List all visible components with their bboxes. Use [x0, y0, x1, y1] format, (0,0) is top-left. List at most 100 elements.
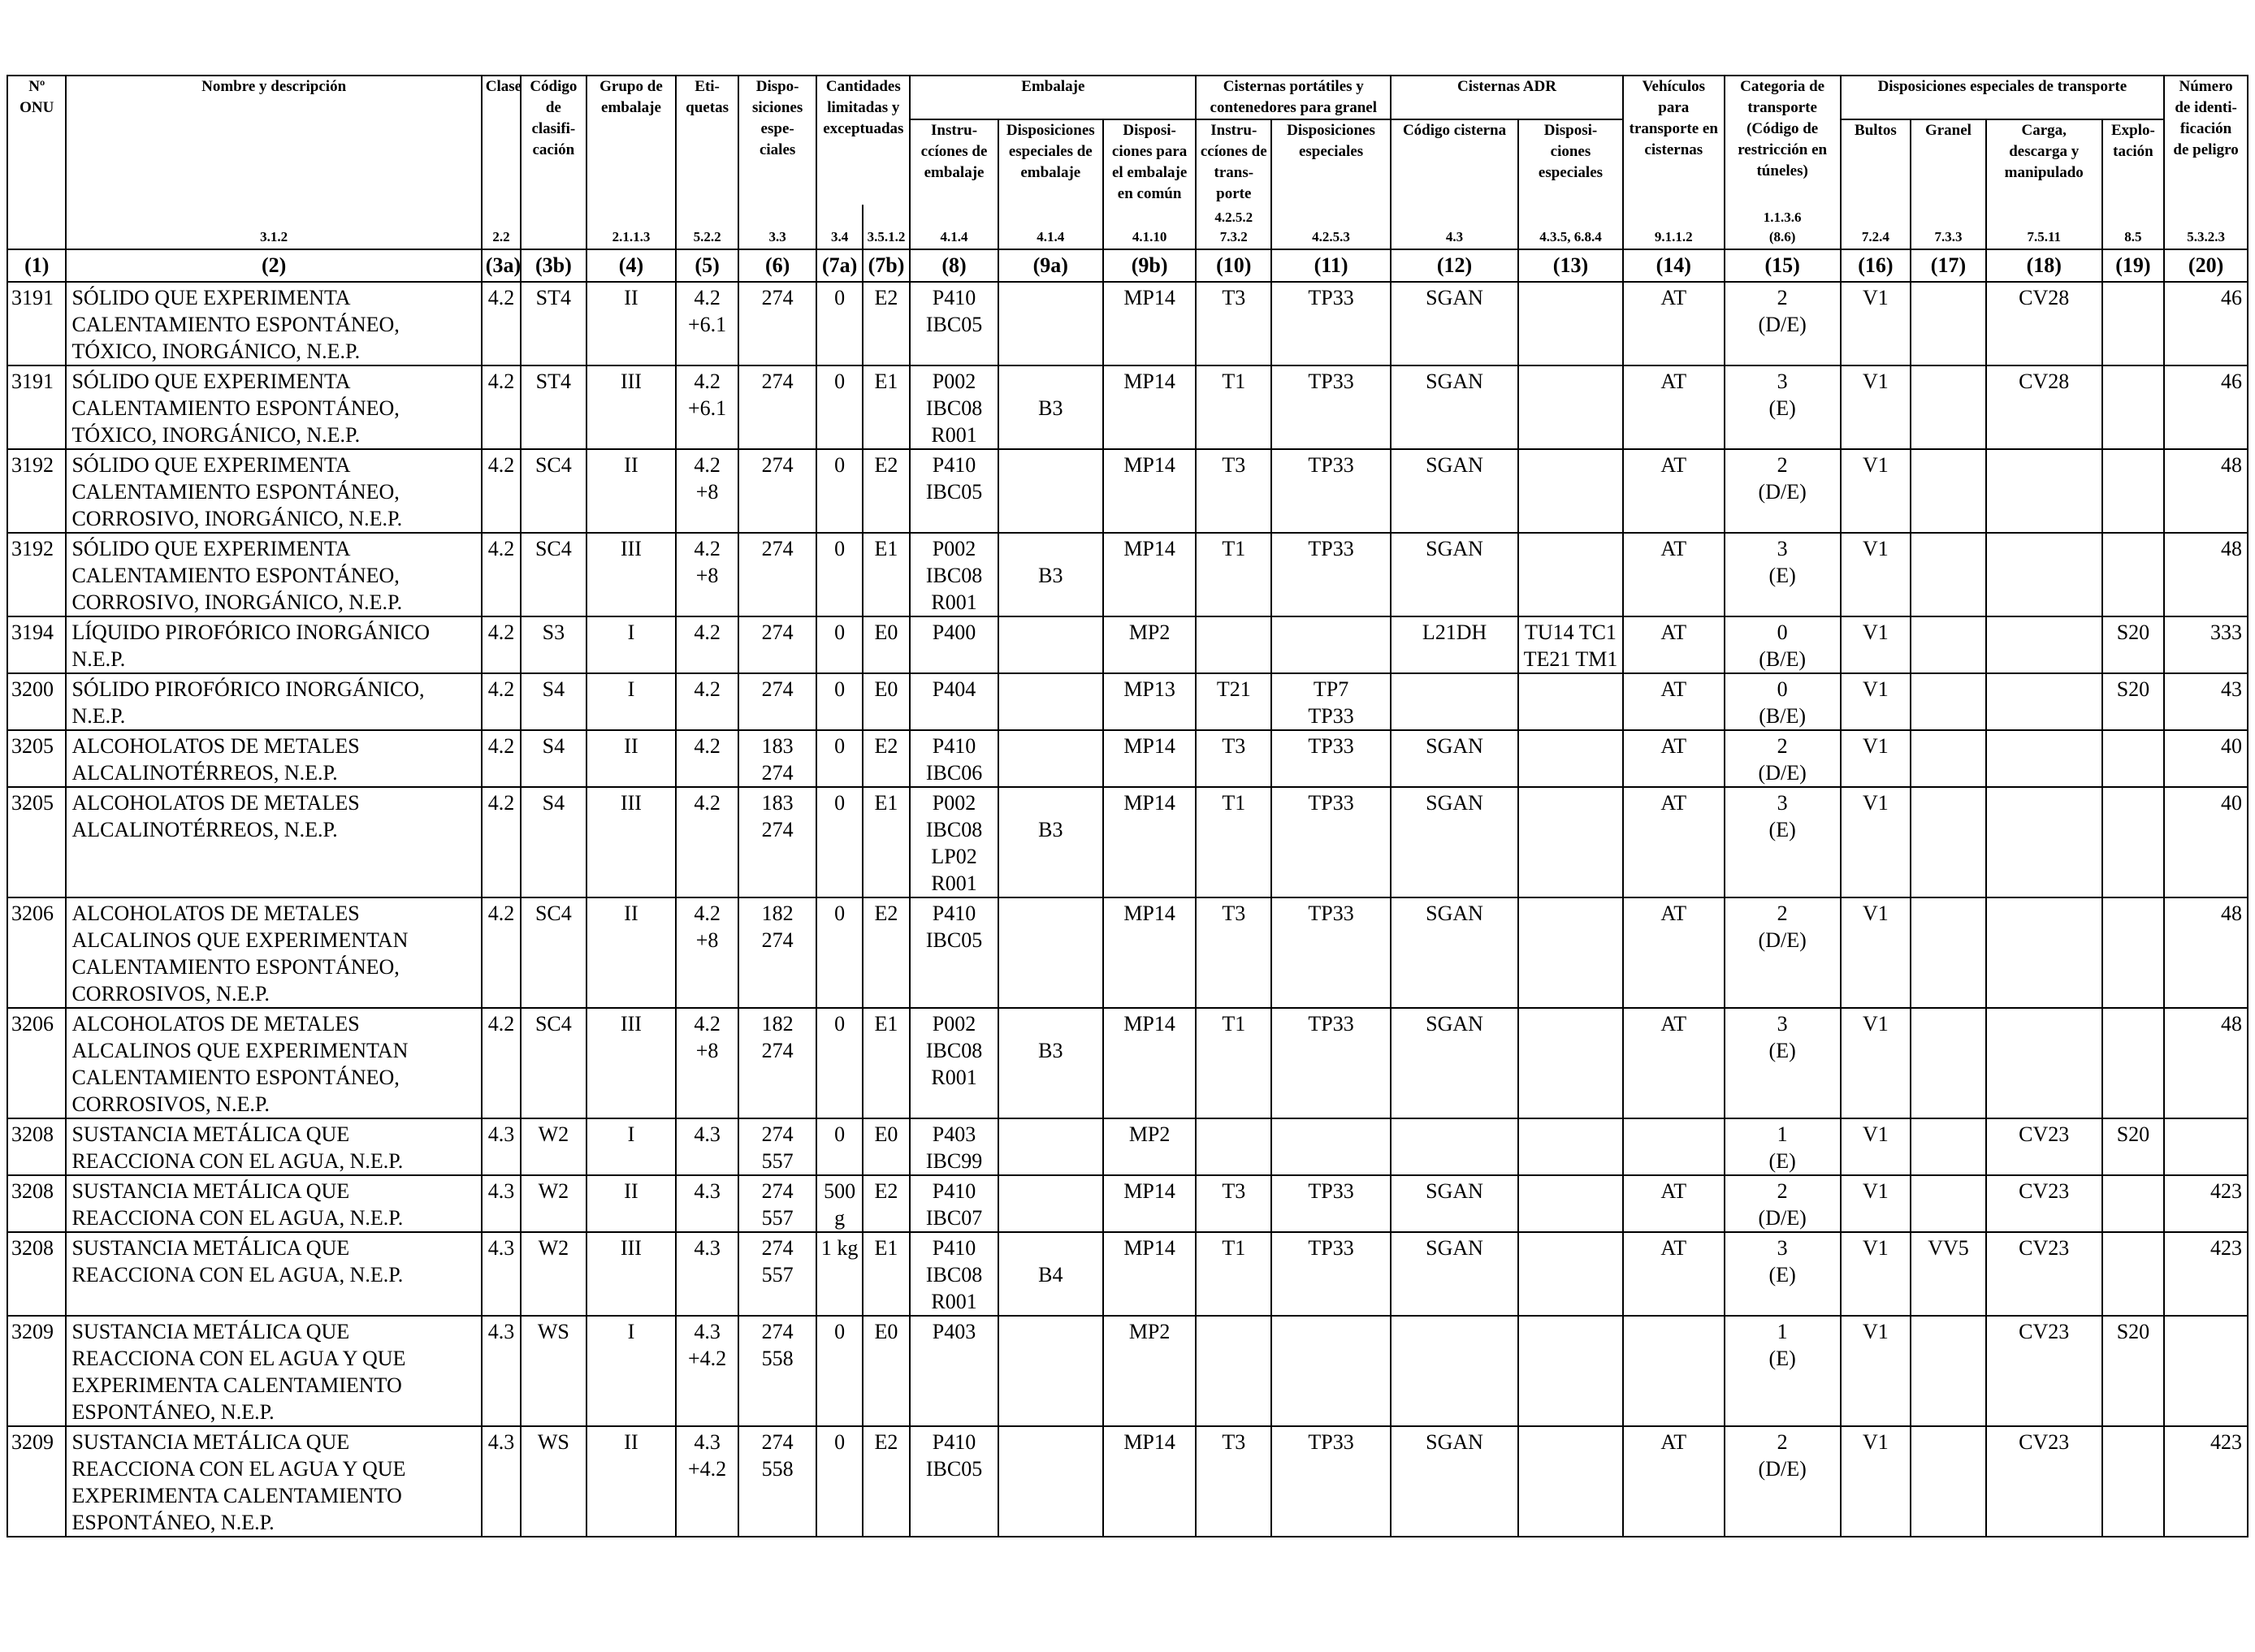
- cell-operation: [2101, 365, 2166, 450]
- cell-name-description: SUSTANCIA METÁLICA QUE REACCIONA CON EL …: [65, 1118, 483, 1176]
- cell-tank-special-provisions: [1270, 1118, 1392, 1176]
- cell-packing-group: III: [585, 365, 677, 450]
- reference-cell: 2.1.1.3: [585, 205, 677, 250]
- cell-packages: V1: [1839, 1425, 1912, 1537]
- cell-transport-category: 0 (B/E): [1723, 616, 1842, 674]
- cell-name-description: SUSTANCIA METÁLICA QUE REACCIONA CON EL …: [65, 1231, 483, 1317]
- cell-adr-special-provisions: [1517, 1425, 1624, 1537]
- cell-packing-special-provisions: B4: [997, 1231, 1104, 1317]
- cell-labels: 4.2 +8: [675, 897, 739, 1009]
- cell-special-provisions: 274 558: [737, 1425, 818, 1537]
- cell-operation: [2101, 1231, 2166, 1317]
- cell-packing-special-provisions: [997, 729, 1104, 788]
- table-row: 3191 SÓLIDO QUE EXPERIMENTA CALENTAMIENTO…: [6, 365, 2249, 450]
- cell-loading-handling: CV28: [1984, 281, 2103, 366]
- cell-limited-quantity: 0: [816, 1425, 863, 1537]
- column-number: (5): [675, 249, 739, 283]
- cell-tank-code: SGAN: [1390, 448, 1520, 534]
- header-name-description: Nombre y descripción: [65, 75, 483, 205]
- cell-tank-code: L21DH: [1390, 616, 1520, 674]
- cell-packing-instructions: P002 IBC08 LP02 R001: [909, 786, 999, 898]
- cell-packages: V1: [1839, 365, 1912, 450]
- cell-class: 4.2: [480, 1007, 522, 1119]
- cell-special-provisions: 274 557: [737, 1118, 818, 1176]
- cell-special-provisions: 274 558: [737, 1315, 818, 1427]
- cell-excepted-quantity: E1: [861, 786, 911, 898]
- cell-hazard-id-number: 43: [2163, 672, 2249, 731]
- cell-class: 4.2: [480, 897, 522, 1009]
- cell-packing-instructions: P002 IBC08 R001: [909, 532, 999, 617]
- cell-labels: 4.3: [675, 1118, 739, 1176]
- cell-hazard-id-number: 48: [2163, 897, 2249, 1009]
- header-classification-code: Código de clasifi- cación: [520, 75, 587, 205]
- cell-packing-group: II: [585, 281, 677, 366]
- cell-limited-quantity: 0: [816, 672, 863, 731]
- cell-excepted-quantity: E2: [861, 448, 911, 534]
- cell-classification-code: WS: [520, 1315, 587, 1427]
- reference-cell: 3.3: [737, 205, 818, 250]
- cell-name-description: SÓLIDO QUE EXPERIMENTA CALENTAMIENTO ESP…: [65, 532, 483, 617]
- cell-bulk: [1910, 897, 1987, 1009]
- cell-operation: [2101, 897, 2166, 1009]
- table-row: 3205 ALCOHOLATOS DE METALES ALCALINOTÉRRE…: [6, 786, 2249, 898]
- cell-bulk: [1910, 448, 1987, 534]
- table-row: 3192 SÓLIDO QUE EXPERIMENTA CALENTAMIENTO…: [6, 448, 2249, 534]
- column-number: (10): [1195, 249, 1273, 283]
- cell-un-number: 3192: [6, 448, 67, 534]
- header-class: Clase: [480, 75, 522, 205]
- cell-hazard-id-number: 48: [2163, 532, 2249, 617]
- cell-adr-special-provisions: [1517, 1118, 1624, 1176]
- header-tank-code: Código cisterna: [1390, 119, 1520, 205]
- cell-classification-code: S3: [520, 616, 587, 674]
- cell-limited-quantity: 0: [816, 1118, 863, 1176]
- cell-excepted-quantity: E1: [861, 365, 911, 450]
- cell-transport-category: 1 (E): [1723, 1118, 1842, 1176]
- cell-classification-code: S4: [520, 786, 587, 898]
- cell-packing-instructions: P403 IBC99: [909, 1118, 999, 1176]
- cell-packages: V1: [1839, 1174, 1912, 1233]
- cell-name-description: SUSTANCIA METÁLICA QUE REACCIONA CON EL …: [65, 1174, 483, 1233]
- reference-cell: 7.5.11: [1984, 205, 2103, 250]
- cell-adr-special-provisions: [1517, 729, 1624, 788]
- cell-classification-code: W2: [520, 1174, 587, 1233]
- table-row: 3192 SÓLIDO QUE EXPERIMENTA CALENTAMIENTO…: [6, 532, 2249, 617]
- cell-labels: 4.2: [675, 672, 739, 731]
- cell-bulk: [1910, 532, 1987, 617]
- cell-excepted-quantity: E2: [861, 729, 911, 788]
- cell-transport-category: 1 (E): [1723, 1315, 1842, 1427]
- cell-labels: 4.2 +8: [675, 1007, 739, 1119]
- table-row: 3206 ALCOHOLATOS DE METALES ALCALINOS QUE…: [6, 897, 2249, 1009]
- cell-labels: 4.2 +6.1: [675, 365, 739, 450]
- cell-packing-group: III: [585, 532, 677, 617]
- cell-un-number: 3191: [6, 365, 67, 450]
- cell-tank-instructions: T3: [1195, 448, 1273, 534]
- cell-adr-special-provisions: [1517, 1231, 1624, 1317]
- reference-cell: 1.1.3.6 (8.6): [1723, 205, 1842, 250]
- column-number: (17): [1910, 249, 1987, 283]
- reference-cell: 3.5.1.2: [861, 205, 911, 250]
- cell-packing-instructions: P002 IBC08 R001: [909, 365, 999, 450]
- cell-operation: S20: [2101, 672, 2166, 731]
- cell-limited-quantity: 0: [816, 281, 863, 366]
- reference-cell: 7.2.4: [1839, 205, 1912, 250]
- cell-name-description: SÓLIDO QUE EXPERIMENTA CALENTAMIENTO ESP…: [65, 281, 483, 366]
- cell-tank-vehicle: [1621, 1315, 1725, 1427]
- cell-loading-handling: CV23: [1984, 1315, 2103, 1427]
- cell-classification-code: W2: [520, 1231, 587, 1317]
- cell-hazard-id-number: 46: [2163, 365, 2249, 450]
- cell-class: 4.2: [480, 786, 522, 898]
- cell-packing-special-provisions: B3: [997, 532, 1104, 617]
- cell-bulk: [1910, 729, 1987, 788]
- cell-un-number: 3209: [6, 1425, 67, 1537]
- cell-operation: [2101, 448, 2166, 534]
- cell-tank-instructions: [1195, 616, 1273, 674]
- cell-packing-group: I: [585, 672, 677, 731]
- cell-loading-handling: [1984, 1007, 2103, 1119]
- cell-operation: [2101, 1174, 2166, 1233]
- cell-packing-special-provisions: [997, 897, 1104, 1009]
- cell-packages: V1: [1839, 786, 1912, 898]
- cell-class: 4.3: [480, 1315, 522, 1427]
- header-adr-tanks: Cisternas ADR: [1390, 75, 1624, 120]
- cell-operation: [2101, 786, 2166, 898]
- cell-operation: S20: [2101, 1315, 2166, 1427]
